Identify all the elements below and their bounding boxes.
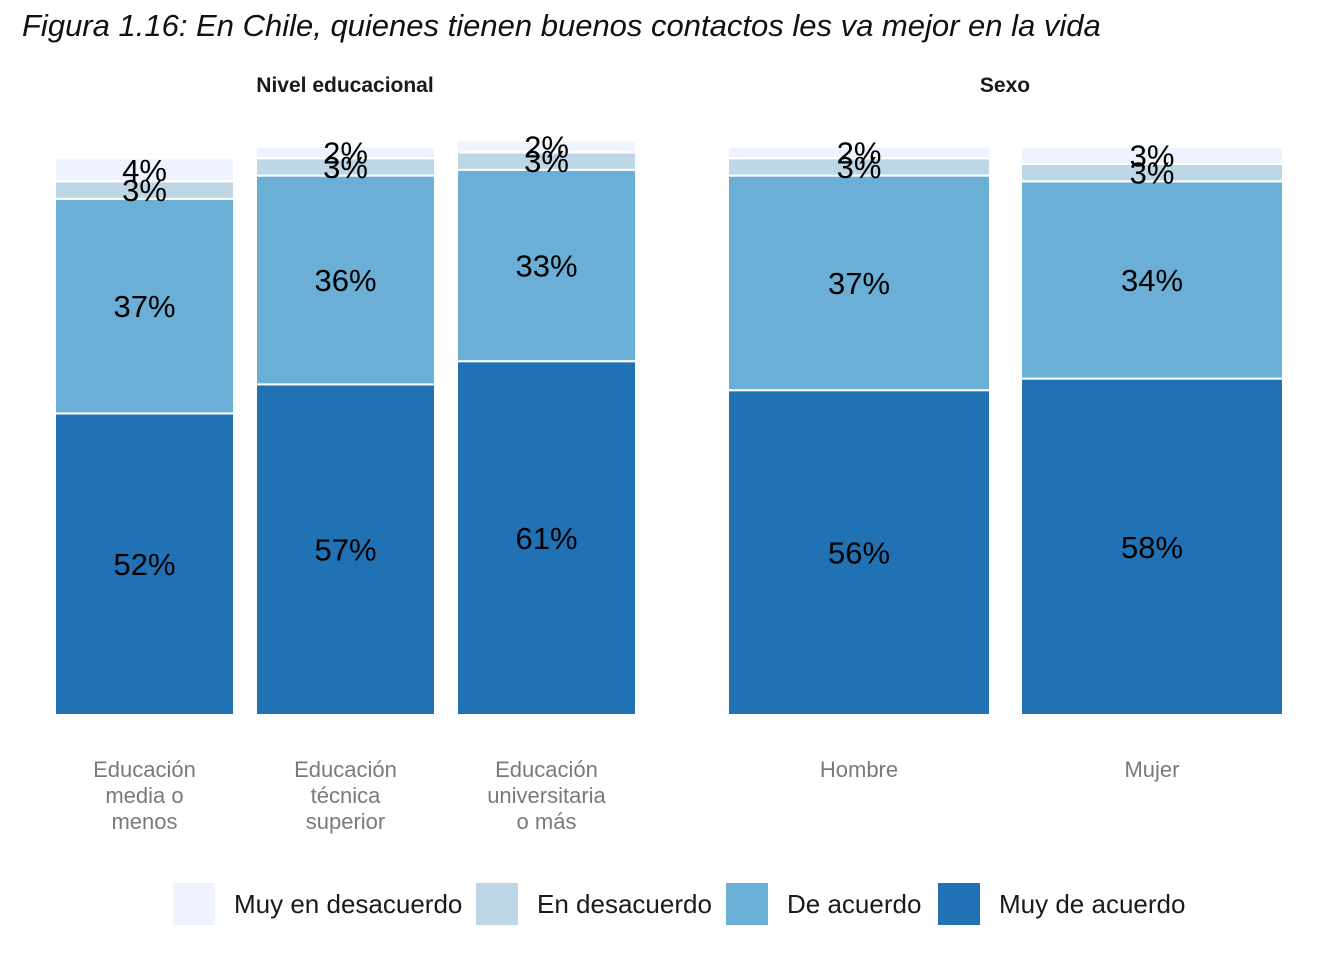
data-label-educacion-universitaria-o-mas-muy-en-desacuerdo: 2% — [524, 130, 569, 165]
bar-hombre-muy-en-desacuerdo — [727, 145, 991, 160]
legend-label-muy-en-desacuerdo: Muy en desacuerdo — [234, 888, 463, 919]
legend-item-en-desacuerdo: En desacuerdo — [476, 883, 712, 925]
data-label-educacion-tecnica-superior-muy-en-desacuerdo: 2% — [323, 135, 368, 170]
data-label-educacion-universitaria-o-mas-de-acuerdo: 33% — [515, 249, 577, 284]
data-label-mujer-muy-de-acuerdo: 58% — [1121, 530, 1183, 565]
legend-label-en-desacuerdo: En desacuerdo — [537, 888, 712, 919]
x-tick-label-hombre: Hombre — [819, 757, 899, 782]
legend-label-de-acuerdo: De acuerdo — [787, 888, 922, 919]
bar-educacion-universitaria-o-mas-de-acuerdo — [456, 168, 637, 363]
bar-educacion-universitaria-o-mas-muy-de-acuerdo — [456, 360, 637, 716]
legend-key-en-desacuerdo — [476, 883, 518, 925]
data-label-educacion-media-o-menos-de-acuerdo: 37% — [113, 289, 175, 324]
data-label-educacion-universitaria-o-mas-muy-de-acuerdo: 61% — [515, 521, 577, 556]
data-label-mujer-en-desacuerdo: 3% — [1130, 156, 1175, 191]
x-tick-label-educacion-universitaria-o-mas: Educación universitaria o más — [487, 757, 606, 834]
x-tick-label-educacion-tecnica-superior: Educación técnica superior — [294, 757, 397, 834]
data-label-educacion-tecnica-superior-muy-de-acuerdo: 57% — [314, 533, 376, 568]
x-tick-label-mujer: Mujer — [1124, 757, 1180, 782]
bar-educacion-tecnica-superior-muy-de-acuerdo — [255, 383, 436, 716]
data-label-hombre-muy-en-desacuerdo: 2% — [837, 135, 882, 170]
legend-item-de-acuerdo: De acuerdo — [726, 883, 921, 925]
data-label-educacion-tecnica-superior-de-acuerdo: 36% — [314, 263, 376, 298]
bar-educacion-universitaria-o-mas-muy-en-desacuerdo — [456, 139, 637, 154]
x-tick-label-educacion-media-o-menos: Educación media o menos — [93, 757, 196, 834]
bar-mujer-muy-de-acuerdo — [1020, 377, 1284, 716]
data-label-educacion-media-o-menos-en-desacuerdo: 3% — [122, 173, 167, 208]
legend-item-muy-de-acuerdo: Muy de acuerdo — [938, 883, 1185, 925]
panel-title-nivel-educacional: Nivel educacional — [256, 74, 434, 97]
chart-title: Figura 1.16: En Chile, quienes tienen bu… — [22, 8, 1101, 43]
data-label-educacion-tecnica-superior-en-desacuerdo: 3% — [323, 150, 368, 185]
data-label-hombre-de-acuerdo: 37% — [828, 266, 890, 301]
data-label-educacion-media-o-menos-muy-de-acuerdo: 52% — [113, 547, 175, 582]
bar-educacion-media-o-menos-de-acuerdo — [54, 197, 235, 415]
legend-key-muy-de-acuerdo — [938, 883, 980, 925]
data-label-educacion-universitaria-o-mas-en-desacuerdo: 3% — [524, 144, 569, 179]
bar-mujer-de-acuerdo — [1020, 180, 1284, 380]
panel-title-sexo: Sexo — [979, 74, 1031, 97]
legend-item-muy-en-desacuerdo: Muy en desacuerdo — [173, 883, 462, 925]
data-label-hombre-muy-de-acuerdo: 56% — [828, 536, 890, 571]
legend-key-muy-en-desacuerdo — [173, 883, 215, 925]
bar-educacion-tecnica-superior-muy-en-desacuerdo — [255, 145, 436, 160]
data-label-hombre-en-desacuerdo: 3% — [837, 150, 882, 185]
data-label-mujer-muy-en-desacuerdo: 3% — [1130, 138, 1175, 173]
bar-hombre-de-acuerdo — [727, 174, 991, 392]
bar-educacion-media-o-menos-muy-en-desacuerdo — [54, 157, 235, 183]
legend: Muy en desacuerdo En desacuerdo De acuer… — [0, 883, 1344, 925]
data-label-mujer-de-acuerdo: 34% — [1121, 263, 1183, 298]
legend-label-muy-de-acuerdo: Muy de acuerdo — [999, 888, 1186, 919]
data-label-educacion-media-o-menos-muy-en-desacuerdo: 4% — [122, 153, 167, 188]
bar-educacion-tecnica-superior-de-acuerdo — [255, 174, 436, 386]
legend-key-de-acuerdo — [726, 883, 768, 925]
bar-mujer-muy-en-desacuerdo — [1020, 145, 1284, 166]
